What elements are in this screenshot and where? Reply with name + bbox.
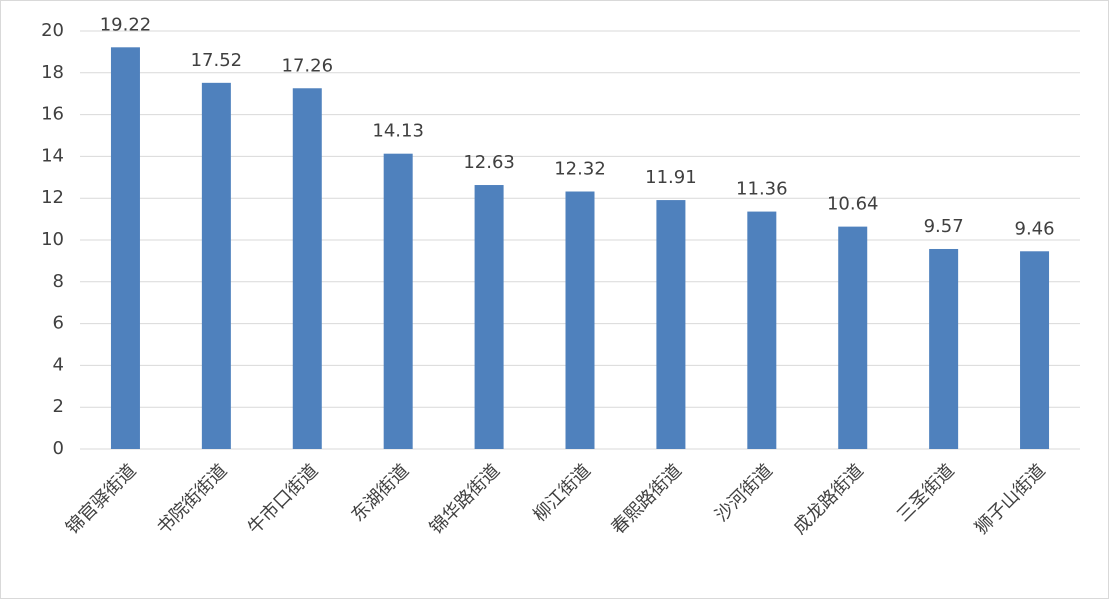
bar [110,47,140,449]
data-label: 9.57 [924,216,964,237]
y-tick-label: 14 [41,145,64,166]
bar [292,88,322,450]
bar [565,191,595,449]
y-tick-label: 18 [41,62,64,83]
y-tick-label: 8 [53,271,64,292]
bar [201,82,231,449]
data-label: 9.46 [1015,218,1055,239]
data-label: 19.22 [100,14,152,35]
y-tick-label: 20 [41,20,64,41]
y-tick-label: 2 [53,396,64,417]
data-label: 11.36 [736,179,788,200]
data-label: 14.13 [372,121,424,142]
bar [1020,251,1050,449]
data-label: 17.52 [191,50,243,71]
data-label: 17.26 [282,55,334,76]
bar [656,200,686,449]
data-label: 12.63 [463,152,515,173]
y-tick-label: 10 [41,229,64,250]
bar [929,248,959,449]
y-tick-label: 16 [41,104,64,125]
y-tick-label: 4 [53,354,64,375]
bar [474,185,504,449]
y-tick-label: 0 [53,438,64,459]
y-tick-label: 6 [53,313,64,334]
bar [747,211,777,449]
data-label: 11.91 [645,167,697,188]
data-label: 12.32 [554,159,606,180]
bar [383,153,413,450]
bar [838,226,868,449]
y-tick-label: 12 [41,187,64,208]
data-label: 10.64 [827,194,879,215]
